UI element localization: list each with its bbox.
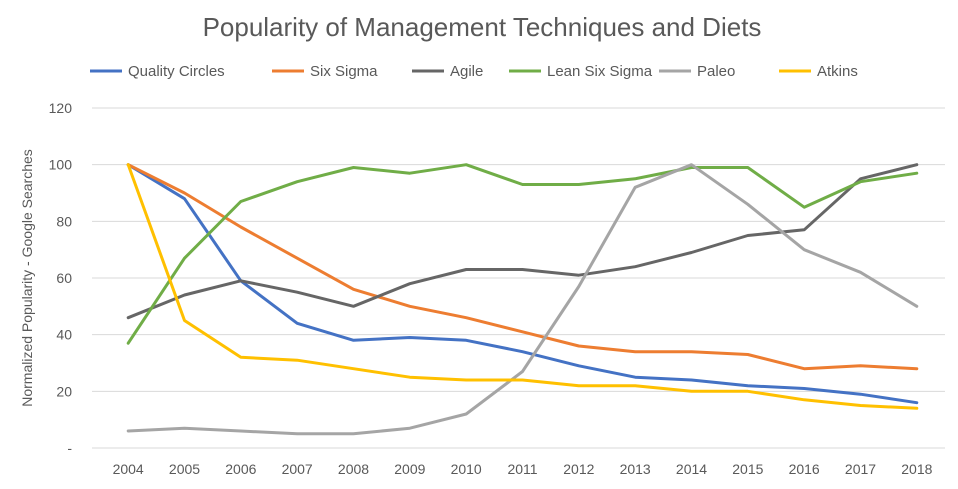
legend-label: Six Sigma [310, 63, 378, 80]
y-tick-label: 20 [56, 383, 72, 399]
legend-item-paleo: Paleo [659, 63, 735, 80]
x-tick-label: 2018 [901, 461, 932, 477]
series-line-atkins [126, 163, 919, 410]
chart-title: Popularity of Management Techniques and … [203, 12, 762, 42]
x-tick-label: 2011 [507, 461, 537, 477]
x-tick-label: 2005 [169, 461, 200, 477]
gridlines [92, 107, 945, 449]
series-lines [126, 163, 919, 436]
x-tick-label: 2007 [282, 461, 313, 477]
x-axis-ticks: 2004 2005 2006 2007 2008 2009 2010 2011 2012 2013… [113, 461, 933, 477]
x-tick-label: 2010 [451, 461, 482, 477]
legend-label: Lean Six Sigma [547, 63, 653, 80]
series-line-six-sigma [126, 163, 919, 371]
y-axis-ticks: - 20 40 60 80 100 120 [49, 100, 73, 456]
x-tick-label: 2008 [338, 461, 369, 477]
legend-label: Atkins [817, 63, 858, 80]
y-tick-label: - [67, 440, 72, 456]
series-line-quality-circles [126, 163, 919, 405]
y-tick-label: 80 [56, 213, 72, 229]
x-tick-label: 2013 [620, 461, 651, 477]
series-line-lean-six-sigma [126, 163, 919, 345]
legend: Quality Circles Six Sigma Agile Lean Six Si… [90, 63, 858, 80]
x-tick-label: 2012 [563, 461, 594, 477]
x-tick-label: 2004 [113, 461, 144, 477]
legend-item-quality-circles: Quality Circles [90, 63, 225, 80]
x-tick-label: 2015 [732, 461, 763, 477]
legend-label: Quality Circles [128, 63, 225, 80]
legend-label: Agile [450, 63, 483, 80]
x-tick-label: 2009 [394, 461, 425, 477]
y-axis-label: Normalized Popularity - Google Searches [19, 149, 35, 407]
legend-item-atkins: Atkins [779, 63, 858, 80]
y-tick-label: 100 [49, 157, 73, 173]
x-tick-label: 2006 [225, 461, 256, 477]
y-tick-label: 60 [56, 270, 72, 286]
series-line-paleo [126, 163, 919, 436]
legend-item-six-sigma: Six Sigma [272, 63, 378, 80]
x-tick-label: 2014 [676, 461, 707, 477]
legend-label: Paleo [697, 63, 735, 80]
x-tick-label: 2017 [845, 461, 876, 477]
y-tick-label: 40 [56, 327, 72, 343]
y-tick-label: 120 [49, 100, 73, 116]
x-tick-label: 2016 [789, 461, 820, 477]
legend-item-lean-six-sigma: Lean Six Sigma [509, 63, 653, 80]
legend-item-agile: Agile [412, 63, 483, 80]
series-line-agile [126, 163, 919, 320]
